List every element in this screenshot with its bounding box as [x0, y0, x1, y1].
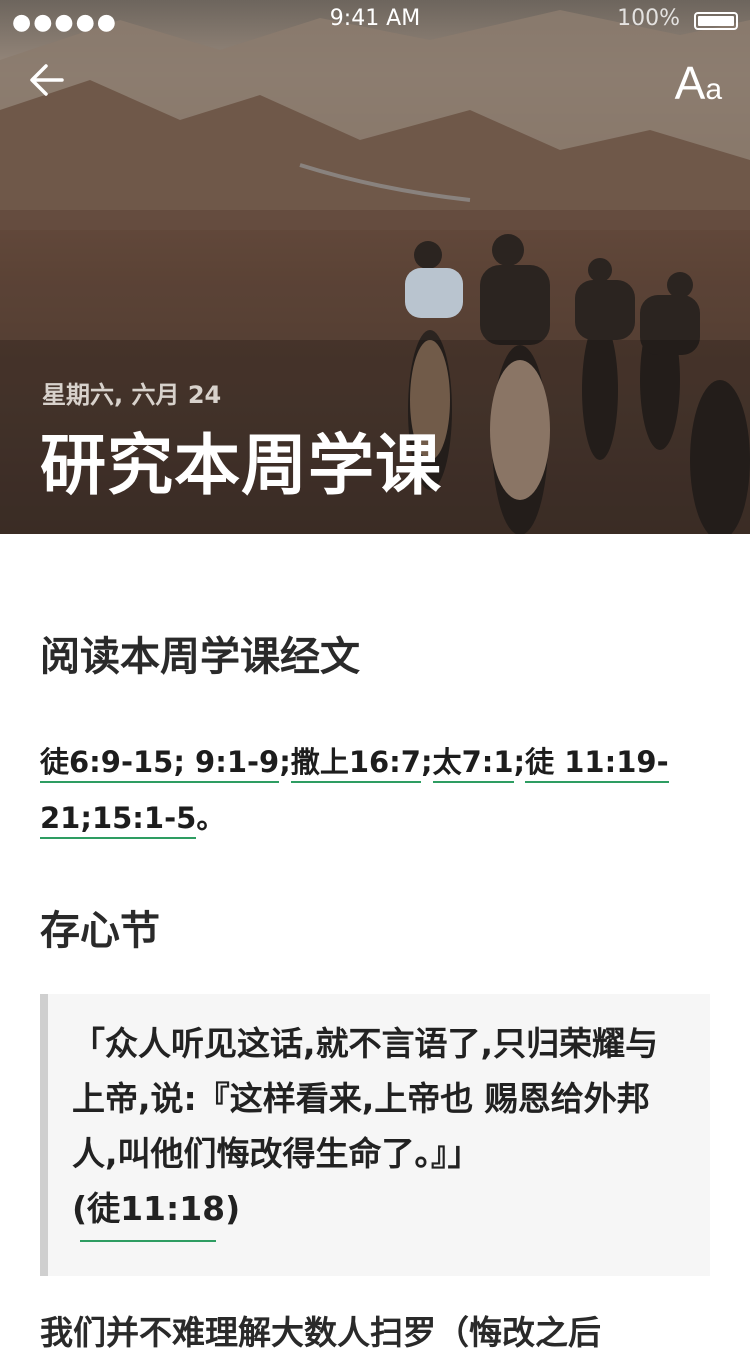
back-button[interactable] [26, 58, 70, 102]
memory-verse-quote: 「众人听见这话,就不言语了,只归荣耀与上帝,说:『这样看来,上帝也 赐恩给外邦人… [40, 994, 710, 1276]
memory-verse-text: 「众人听见这话,就不言语了,只归荣耀与上帝,说:『这样看来,上帝也 赐恩给外邦人… [72, 1024, 659, 1173]
hero-image: ●●●●● 9:41 AM 100% Aa 星期六, 六月 24 研究本周学课 [0, 0, 750, 534]
signal-strength-icon: ●●●●● [12, 10, 118, 35]
font-size-button[interactable]: Aa [675, 56, 722, 110]
scripture-link[interactable]: 徒 11:19-21;15:1-5 [40, 745, 669, 839]
lesson-date: 星期六, 六月 24 [42, 381, 222, 409]
scripture-link[interactable]: 撒上16:7 [290, 745, 421, 783]
page-title: 研究本周学课 [40, 427, 442, 504]
battery-icon [694, 12, 738, 30]
scripture-link[interactable]: 徒6:9-15; 9:1-9 [40, 745, 280, 783]
ref-separator: ; [279, 745, 291, 779]
font-size-label-big: A [674, 57, 706, 109]
status-bar: ●●●●● 9:41 AM 100% [0, 0, 750, 40]
scripture-references: 徒6:9-15; 9:1-9;撒上16:7;太7:1;徒 11:19-21;15… [40, 734, 710, 846]
link-underline [80, 1240, 216, 1242]
font-size-label-small: a [705, 73, 722, 106]
scripture-link[interactable]: 太7:1 [432, 745, 514, 783]
arrow-left-icon [30, 64, 64, 96]
battery-percent: 100% [617, 6, 680, 31]
lesson-body-text: 我们并不难理解大数人扫罗（悔改之后 [40, 1313, 601, 1352]
ref-separator: ; [420, 745, 433, 779]
memory-verse-heading: 存心节 [40, 908, 160, 954]
reading-heading: 阅读本周学课经文 [40, 634, 360, 680]
ref-end: 。 [196, 801, 226, 835]
desert-caravan-photo [0, 10, 750, 534]
ref-separator: ; [513, 745, 526, 779]
status-time: 9:41 AM [329, 6, 421, 31]
memory-verse-ref-link[interactable]: (徒11:18) [72, 1189, 241, 1228]
